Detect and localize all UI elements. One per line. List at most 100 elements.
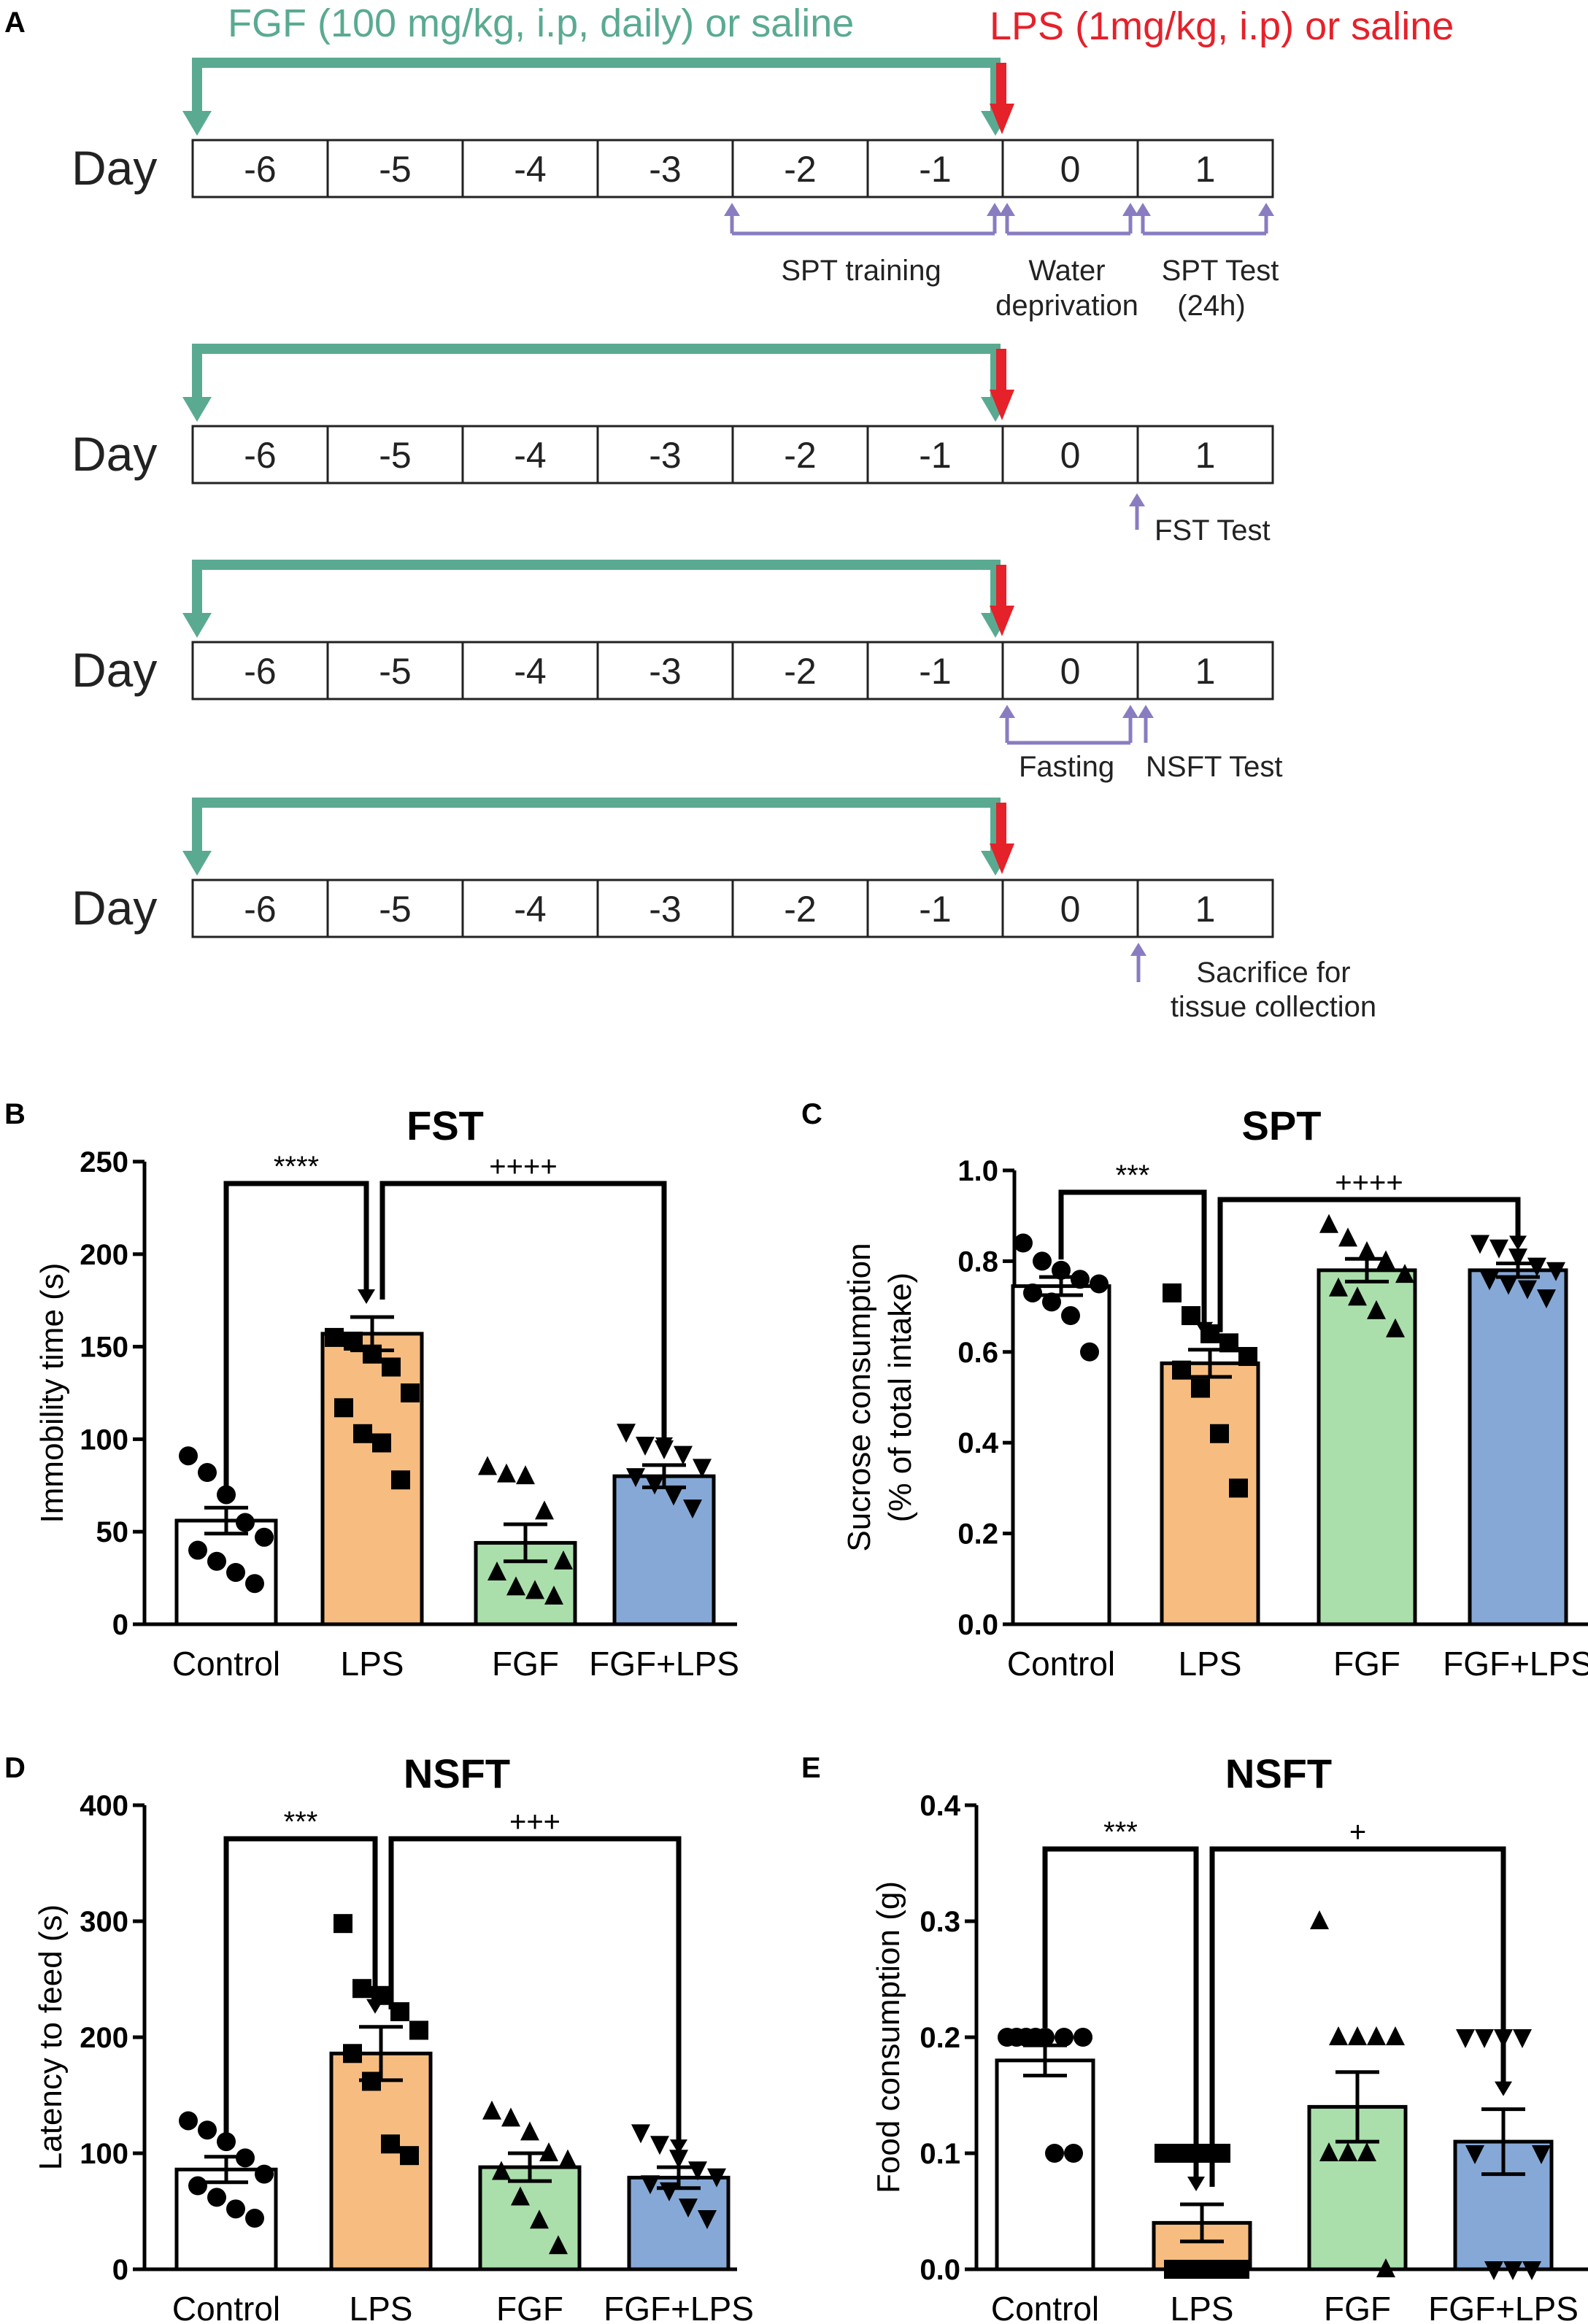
- spt-test-label: SPT Test: [1162, 255, 1279, 287]
- x-tick-label: FGF+LPS: [1443, 1645, 1588, 1683]
- data-point: [1348, 2026, 1367, 2046]
- day-cell: [866, 425, 1004, 485]
- data-point: [334, 1398, 353, 1418]
- data-point: [516, 1465, 535, 1485]
- data-point: [1221, 2260, 1240, 2279]
- data-point: [1023, 1283, 1042, 1302]
- data-point: [1376, 1250, 1395, 1270]
- day-cell: [326, 641, 464, 700]
- bar-fgf-lps: [612, 1474, 716, 1626]
- day-number: 1: [1195, 651, 1216, 692]
- significance-arrowhead: [1195, 1321, 1213, 1337]
- y-tick-label: 0.3: [920, 1906, 960, 1938]
- data-point: [482, 2100, 501, 2120]
- x-tick-label: Control: [172, 1645, 280, 1683]
- data-point: [1173, 2144, 1192, 2163]
- day-cell: [1136, 425, 1274, 485]
- data-point: [1357, 2142, 1376, 2162]
- y-tick-label: 200: [80, 1239, 128, 1271]
- panel-label-e: E: [801, 1752, 821, 1784]
- fgf-bracket: [192, 798, 1001, 858]
- chart-title: NSFT: [404, 1750, 510, 1796]
- data-point: [1329, 2026, 1348, 2046]
- chart-spt: SPT 0.0 0.2 0.4 0.6 0.8 1.0 Sucrose consumption…: [841, 1103, 1588, 1683]
- y-axis-title-secondary: (% of total intake): [882, 1273, 918, 1522]
- x-tick-label: FGF: [1324, 2290, 1391, 2324]
- x-tick-label: FGF: [492, 1645, 559, 1683]
- data-point: [1238, 1347, 1257, 1367]
- day-cell: [1136, 641, 1274, 700]
- bar-fgf-lps: [627, 2175, 731, 2271]
- data-point: [1064, 2144, 1083, 2163]
- day-number: 1: [1195, 435, 1216, 476]
- panel-label-c: C: [801, 1098, 822, 1130]
- data-point: [179, 1446, 198, 1466]
- significance-arrowhead: [670, 2139, 687, 2155]
- fasting-arrow-left-head: [999, 705, 1015, 718]
- significance-label: ***: [1116, 1159, 1150, 1192]
- data-point: [1055, 2028, 1074, 2047]
- y-tick-label: 0.1: [920, 2138, 960, 2170]
- fasting-arrow-right-head: [1122, 705, 1138, 718]
- day-number: -1: [919, 651, 951, 692]
- day-cell: [191, 879, 329, 938]
- lps-arrowhead: [990, 104, 1014, 134]
- error-bar: [204, 1505, 248, 1536]
- significance-bracket: [388, 1836, 682, 2150]
- nsft-test-label: NSFT Test: [1146, 751, 1282, 783]
- data-point: [1052, 1260, 1071, 1280]
- data-point: [679, 2198, 698, 2218]
- day-number: -3: [649, 651, 681, 692]
- day-number: -3: [649, 889, 681, 930]
- data-point: [1503, 2261, 1522, 2280]
- data-point: [217, 1485, 236, 1505]
- fgf-arrowhead-left: [182, 397, 212, 422]
- data-point: [245, 1574, 264, 1594]
- y-tick-label: 0.0: [957, 1609, 998, 1641]
- significance-arrowhead: [1509, 1235, 1527, 1251]
- day-number: 0: [1060, 435, 1081, 476]
- data-point: [334, 1914, 352, 1934]
- data-point: [1456, 2028, 1475, 2048]
- data-point: [1202, 2260, 1221, 2279]
- x-tick-label: Control: [1007, 1645, 1115, 1683]
- bar-control: [1011, 1284, 1111, 1626]
- data-point: [255, 2164, 274, 2184]
- significance-bracket: [1217, 1197, 1521, 1332]
- spt-training-arrow-right-head: [987, 203, 1003, 216]
- data-point: [1026, 2028, 1045, 2047]
- chart-fst: FST 0 50 100 150 200 250 Immobility time (s) Con…: [34, 1103, 739, 1683]
- fgf-arrowhead-left: [182, 111, 212, 136]
- data-point: [1480, 1271, 1499, 1291]
- day-number: -5: [379, 149, 411, 190]
- data-point: [1527, 1257, 1546, 1277]
- data-point: [188, 2176, 207, 2196]
- data-point: [1183, 2260, 1202, 2279]
- day-number: -3: [649, 435, 681, 476]
- significance-bracket: [1042, 1846, 1199, 2187]
- data-point: [245, 2209, 264, 2228]
- significance-bracket: [1058, 1189, 1207, 1332]
- y-tick-label: 0.2: [957, 1518, 998, 1551]
- significance-arrowhead: [366, 1999, 384, 2014]
- significance-label: ++++: [1335, 1167, 1403, 1199]
- data-point: [1080, 1342, 1099, 1362]
- error-bar: [1180, 2202, 1224, 2244]
- day-number: -4: [514, 435, 546, 476]
- day-cell: [326, 425, 464, 485]
- data-point: [1376, 2258, 1395, 2278]
- timeline-row-4: Day -6 -5 -4 -3 -2 -1 0 1: [72, 798, 1274, 938]
- significance-label: ++++: [489, 1151, 557, 1183]
- timelines: Day -6 -5 -4 -3 -2 -1 0 1 Day -6 -5 -4 -3 -2 -1 0 1 Day -6 -…: [72, 58, 1274, 982]
- data-point: [179, 2111, 198, 2131]
- data-point: [636, 1436, 655, 1456]
- data-point: [400, 2146, 419, 2166]
- panel-label-a: A: [4, 7, 26, 39]
- timeline-row-3: Day -6 -5 -4 -3 -2 -1 0 1: [72, 560, 1274, 700]
- data-point: [1367, 2026, 1386, 2046]
- chart-title: SPT: [1242, 1103, 1322, 1149]
- data-point: [645, 1475, 664, 1495]
- chart-title: NSFT: [1225, 1750, 1332, 1796]
- day-number: -1: [919, 435, 951, 476]
- y-axis-title: Sucrose consumption: [841, 1243, 877, 1551]
